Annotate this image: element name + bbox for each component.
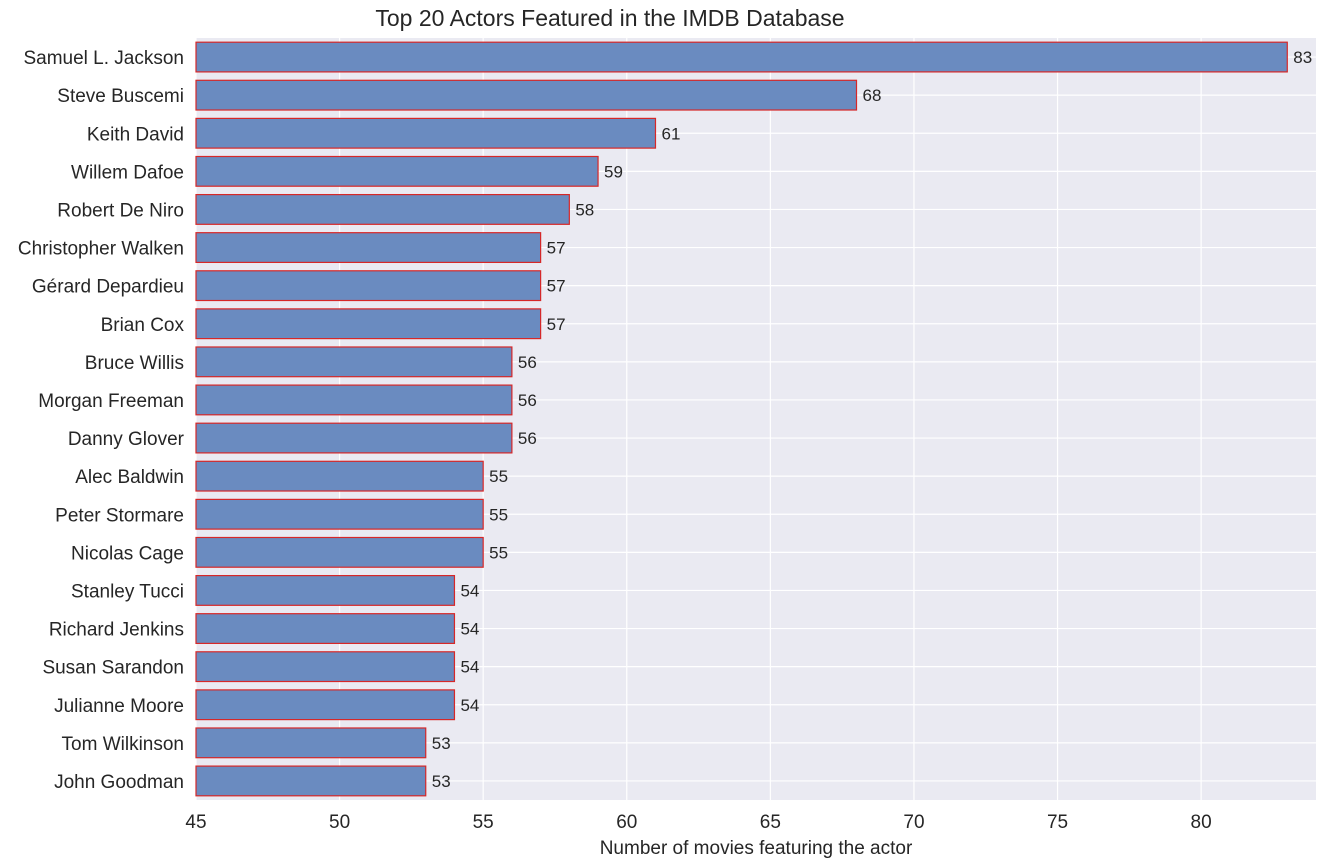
y-tick-label: Peter Stormare: [55, 505, 184, 526]
bar: [195, 117, 657, 149]
bar: [195, 346, 513, 378]
bar: [195, 155, 599, 187]
x-tick-label: 70: [903, 812, 924, 833]
value-label: 54: [460, 581, 479, 600]
value-label: 55: [489, 543, 508, 562]
y-tick-label: Nicolas Cage: [71, 543, 184, 564]
bar: [195, 689, 456, 721]
bar: [195, 79, 858, 111]
value-label: 56: [518, 391, 537, 410]
bar: [195, 41, 1288, 73]
plot-area: [196, 38, 1316, 800]
bars: [195, 41, 1288, 797]
x-tick-label: 80: [1191, 812, 1212, 833]
x-tick-label: 45: [185, 812, 206, 833]
y-tick-label: Bruce Willis: [85, 353, 184, 374]
value-label: 57: [547, 239, 566, 258]
bar: [195, 308, 542, 340]
y-tick-labels: Samuel L. Jackson Steve Buscemi Keith Davi…: [18, 48, 185, 793]
y-tick-label: Danny Glover: [68, 429, 185, 450]
y-tick-label: Susan Sarandon: [42, 658, 184, 679]
value-label: 58: [575, 200, 594, 219]
value-label: 59: [604, 162, 623, 181]
value-label: 56: [518, 429, 537, 448]
value-label: 53: [432, 772, 451, 791]
x-tick-label: 75: [1047, 812, 1068, 833]
value-label: 83: [1293, 48, 1312, 67]
y-tick-label: Stanley Tucci: [71, 581, 184, 602]
y-tick-label: Brian Cox: [101, 315, 185, 336]
chart-title: Top 20 Actors Featured in the IMDB Datab…: [375, 5, 844, 31]
y-tick-label: Steve Buscemi: [57, 86, 184, 107]
value-label: 55: [489, 505, 508, 524]
bar: [195, 536, 484, 568]
y-tick-label: Christopher Walken: [18, 239, 184, 260]
x-tick-label: 60: [616, 812, 637, 833]
y-tick-label: Willem Dafoe: [71, 162, 184, 183]
value-label: 68: [863, 86, 882, 105]
value-label: 54: [460, 658, 479, 677]
y-tick-label: Alec Baldwin: [75, 467, 184, 488]
y-tick-label: Keith David: [87, 124, 184, 145]
x-tick-label: 55: [473, 812, 494, 833]
y-tick-label: Gérard Depardieu: [32, 277, 184, 298]
y-tick-label: Richard Jenkins: [49, 620, 184, 641]
x-tick-label: 65: [760, 812, 781, 833]
value-label: 54: [460, 696, 479, 715]
bar: [195, 384, 513, 416]
x-axis-label: Number of movies featuring the actor: [600, 838, 913, 859]
bar: [195, 498, 484, 530]
bar: [195, 460, 484, 492]
y-tick-label: Tom Wilkinson: [62, 734, 184, 755]
bar: [195, 270, 542, 302]
y-tick-label: John Goodman: [54, 772, 184, 793]
bar: [195, 574, 456, 606]
bar: [195, 765, 427, 797]
bar: [195, 193, 570, 225]
bar: [195, 727, 427, 759]
value-labels: 83 68 61 59 58 57 57 57 56 56 56 55 55 55 54 54 54 54 53 53: [432, 48, 1312, 791]
y-tick-label: Robert De Niro: [57, 200, 184, 221]
value-label: 56: [518, 353, 537, 372]
bar: [195, 613, 456, 645]
bar: [195, 651, 456, 683]
value-label: 54: [460, 620, 479, 639]
value-label: 61: [661, 124, 680, 143]
y-tick-label: Julianne Moore: [54, 696, 184, 717]
x-tick-labels: 45 50 55 60 65 70 75 80: [185, 812, 1211, 833]
y-tick-label: Samuel L. Jackson: [23, 48, 184, 69]
x-tick-label: 50: [329, 812, 350, 833]
value-label: 53: [432, 734, 451, 753]
value-label: 57: [547, 277, 566, 296]
value-label: 55: [489, 467, 508, 486]
bar: [195, 232, 542, 264]
y-tick-label: Morgan Freeman: [38, 391, 184, 412]
bar: [195, 422, 513, 454]
value-label: 57: [547, 315, 566, 334]
